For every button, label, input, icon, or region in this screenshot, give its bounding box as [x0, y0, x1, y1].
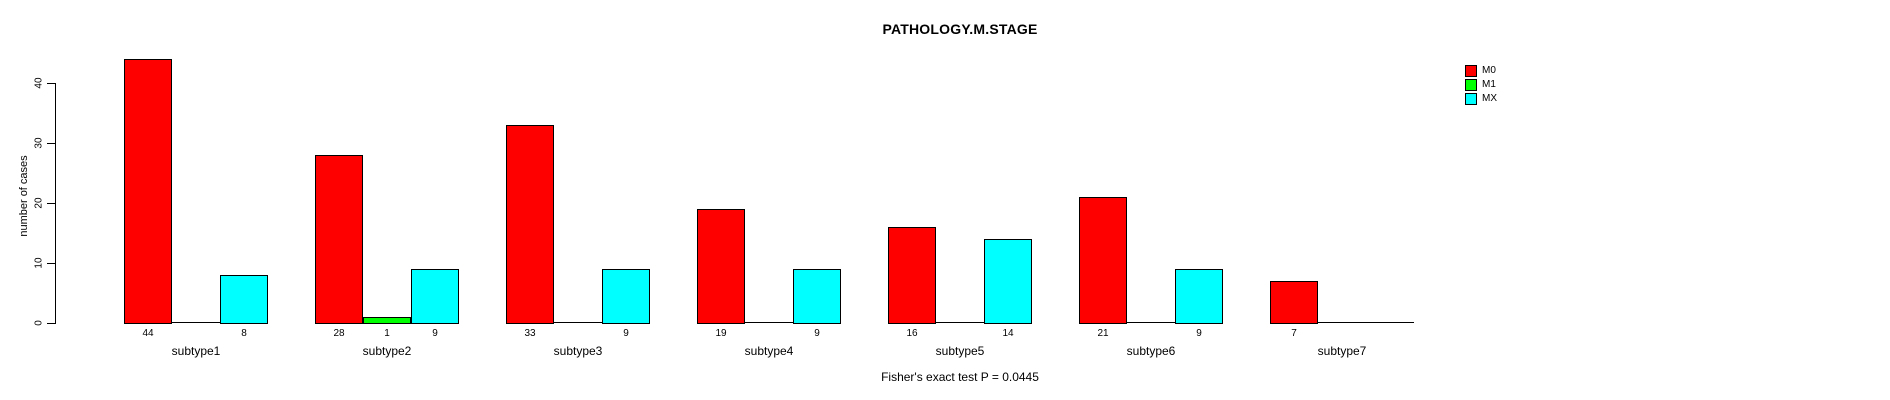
legend-label-m0: M0 [1482, 65, 1496, 76]
bar-value-label-m0-subtype2: 28 [333, 328, 345, 339]
y-axis-tick-label: 30 [33, 137, 45, 149]
x-category-label-subtype3: subtype3 [553, 344, 603, 358]
legend-label-mx: MX [1482, 93, 1497, 104]
bar-m1-subtype2 [363, 317, 411, 324]
y-axis-tick-label: 20 [33, 197, 45, 209]
bar-m0-subtype1 [124, 59, 172, 324]
bar-value-label-mx-subtype6: 9 [1196, 328, 1202, 339]
legend-label-m1: M1 [1482, 79, 1496, 90]
bar-mx-subtype6 [1175, 269, 1223, 324]
bar-value-label-m0-subtype3: 33 [524, 328, 536, 339]
y-axis-tick-label: 0 [33, 320, 45, 326]
y-axis-tick [47, 323, 55, 324]
caption-fishers-test: Fisher's exact test P = 0.0445 [881, 370, 1039, 384]
bar-value-label-m0-subtype4: 19 [715, 328, 727, 339]
x-category-label-subtype6: subtype6 [1126, 344, 1176, 358]
legend: M0 M1 MX [1465, 64, 1497, 106]
legend-swatch-mx [1465, 92, 1477, 105]
legend-item-m0: M0 [1465, 64, 1497, 77]
bar-value-label-m0-subtype1: 44 [142, 328, 154, 339]
y-axis-line [55, 83, 56, 324]
bar-mx-subtype3 [602, 269, 650, 324]
legend-swatch-m1 [1465, 78, 1477, 91]
legend-item-mx: MX [1465, 92, 1497, 105]
chart-title: PATHOLOGY.M.STAGE [882, 21, 1038, 37]
y-axis-tick [47, 143, 55, 144]
bar-m0-subtype4 [697, 209, 745, 324]
zero-bar-segment-m1-subtype5 [936, 322, 984, 323]
bar-mx-subtype1 [220, 275, 268, 324]
y-axis-tick [47, 203, 55, 204]
bar-value-label-mx-subtype3: 9 [623, 328, 629, 339]
x-category-label-subtype5: subtype5 [935, 344, 985, 358]
bar-mx-subtype4 [793, 269, 841, 324]
legend-item-m1: M1 [1465, 78, 1497, 91]
bar-value-label-m0-subtype5: 16 [906, 328, 918, 339]
x-category-label-subtype7: subtype7 [1317, 344, 1367, 358]
y-axis-tick [47, 263, 55, 264]
bar-m0-subtype3 [506, 125, 554, 324]
zero-bar-segment-m1-subtype1 [172, 322, 220, 323]
y-axis-tick-label: 40 [33, 77, 45, 89]
bar-m0-subtype7 [1270, 281, 1318, 324]
zero-bar-segment-m1-subtype4 [745, 322, 793, 323]
bar-mx-subtype2 [411, 269, 459, 324]
bar-value-label-mx-subtype2: 9 [432, 328, 438, 339]
zero-bar-segment-m1-subtype3 [554, 322, 602, 323]
bar-value-label-mx-subtype1: 8 [241, 328, 247, 339]
bar-value-label-m0-subtype6: 21 [1097, 328, 1109, 339]
x-category-label-subtype4: subtype4 [744, 344, 794, 358]
bar-m0-subtype5 [888, 227, 936, 324]
bar-value-label-mx-subtype4: 9 [814, 328, 820, 339]
bar-value-label-m0-subtype7: 7 [1291, 328, 1297, 339]
y-axis-tick-label: 10 [33, 257, 45, 269]
bar-m0-subtype6 [1079, 197, 1127, 324]
x-category-label-subtype2: subtype2 [362, 344, 412, 358]
bar-value-label-m1-subtype2: 1 [384, 328, 390, 339]
zero-bar-segment-mx-subtype7 [1366, 322, 1414, 323]
bar-value-label-mx-subtype5: 14 [1002, 328, 1014, 339]
bar-mx-subtype5 [984, 239, 1032, 324]
bar-m0-subtype2 [315, 155, 363, 324]
zero-bar-segment-m1-subtype6 [1127, 322, 1175, 323]
y-axis-tick [47, 83, 55, 84]
zero-bar-segment-m1-subtype7 [1318, 322, 1366, 323]
x-category-label-subtype1: subtype1 [171, 344, 221, 358]
legend-swatch-m0 [1465, 64, 1477, 77]
